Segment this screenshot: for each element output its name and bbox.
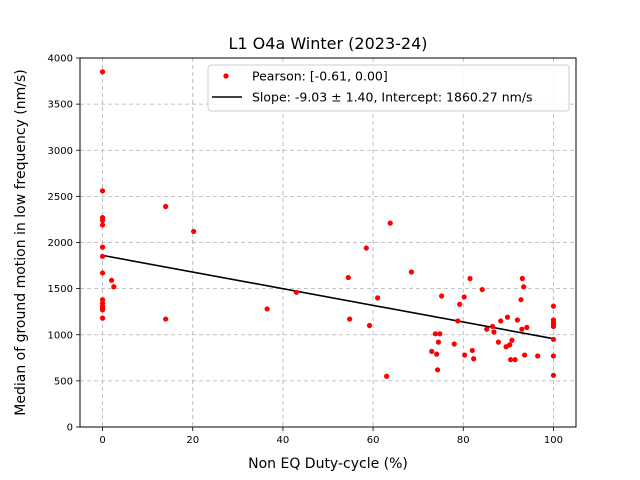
data-point <box>375 295 381 301</box>
y-tick-label: 3500 <box>48 100 73 111</box>
data-point <box>514 317 520 323</box>
data-point <box>366 322 373 329</box>
legend-label-fit: Slope: -9.03 ± 1.40, Intercept: 1860.27 … <box>252 90 533 105</box>
data-point <box>432 331 438 337</box>
y-tick-label: 1500 <box>48 284 73 295</box>
x-tick-label: 100 <box>544 435 563 446</box>
y-tick-label: 1000 <box>48 330 73 341</box>
data-point <box>99 270 106 276</box>
fit-line-layer <box>102 254 554 340</box>
data-point <box>347 316 353 322</box>
data-point <box>99 222 106 228</box>
data-point <box>99 315 106 321</box>
data-point <box>462 352 468 358</box>
data-point <box>408 269 415 275</box>
data-point <box>535 353 541 359</box>
data-point <box>99 69 106 75</box>
data-point <box>550 303 557 309</box>
y-tick-label: 500 <box>54 376 73 387</box>
y-tick-label: 0 <box>67 423 73 434</box>
data-point <box>434 351 440 357</box>
data-point <box>387 220 393 226</box>
data-point <box>264 306 270 312</box>
y-tick-label: 3000 <box>48 146 73 157</box>
data-point <box>509 337 515 343</box>
data-point <box>550 353 557 359</box>
y-tick-label: 4000 <box>48 54 73 65</box>
data-point <box>384 373 390 379</box>
data-point <box>191 228 197 235</box>
x-axis-label: Non EQ Duty-cycle (%) <box>248 456 408 472</box>
data-point <box>99 253 106 259</box>
y-tick-label: 2000 <box>48 238 73 249</box>
y-axis-label: Median of ground motion in low frequency… <box>13 69 29 415</box>
x-tick-label: 40 <box>277 435 290 446</box>
chart-title: L1 O4a Winter (2023-24) <box>228 34 427 53</box>
data-point <box>163 203 169 210</box>
data-point <box>512 357 518 363</box>
data-point <box>471 356 477 362</box>
data-point <box>507 342 513 348</box>
regression-line <box>102 254 554 340</box>
data-point <box>467 275 473 282</box>
x-tick-label: 0 <box>99 435 105 446</box>
data-point <box>484 326 490 332</box>
data-point <box>99 217 106 223</box>
data-point <box>437 331 443 337</box>
x-tick-label: 60 <box>367 435 380 446</box>
legend-box <box>207 64 570 112</box>
data-point <box>508 357 514 363</box>
grid <box>80 57 576 428</box>
data-point <box>498 318 504 324</box>
data-point <box>439 293 445 299</box>
data-point <box>434 367 441 373</box>
data-point <box>99 244 106 250</box>
legend-point-marker <box>223 73 229 79</box>
data-point <box>345 274 351 281</box>
data-point <box>524 324 530 330</box>
legend: Pearson: [-0.61, 0.00] Slope: -9.03 ± 1.… <box>207 64 570 112</box>
data-point <box>461 294 467 300</box>
data-point <box>293 289 300 295</box>
data-point <box>479 286 485 293</box>
data-point <box>489 323 496 330</box>
data-point <box>519 275 525 282</box>
data-point <box>519 326 525 332</box>
data-point <box>363 245 369 251</box>
x-tick-label: 80 <box>457 435 470 446</box>
data-point <box>521 284 527 290</box>
data-point <box>550 323 557 330</box>
axis-ticks: 0 20 40 60 80 1000500100015002000250030003500… <box>48 54 563 447</box>
data-point <box>521 352 528 358</box>
data-point <box>455 318 461 324</box>
data-point <box>457 301 463 307</box>
data-point <box>108 277 115 283</box>
legend-label-pearson: Pearson: [-0.61, 0.00] <box>252 69 388 84</box>
data-point <box>491 329 497 335</box>
data-point <box>504 314 511 320</box>
data-point <box>518 297 524 303</box>
data-point <box>163 316 169 322</box>
x-tick-label: 20 <box>186 435 199 446</box>
data-point <box>495 339 502 345</box>
data-point <box>469 347 475 354</box>
data-points-layer <box>99 69 557 379</box>
data-point <box>99 307 106 313</box>
data-point <box>111 284 117 290</box>
data-point <box>435 339 442 345</box>
y-tick-label: 2500 <box>48 192 73 203</box>
data-point <box>550 372 557 378</box>
data-point <box>429 348 435 354</box>
data-point <box>550 336 557 342</box>
data-point <box>99 297 106 303</box>
data-point <box>99 188 106 194</box>
data-point <box>451 341 457 347</box>
